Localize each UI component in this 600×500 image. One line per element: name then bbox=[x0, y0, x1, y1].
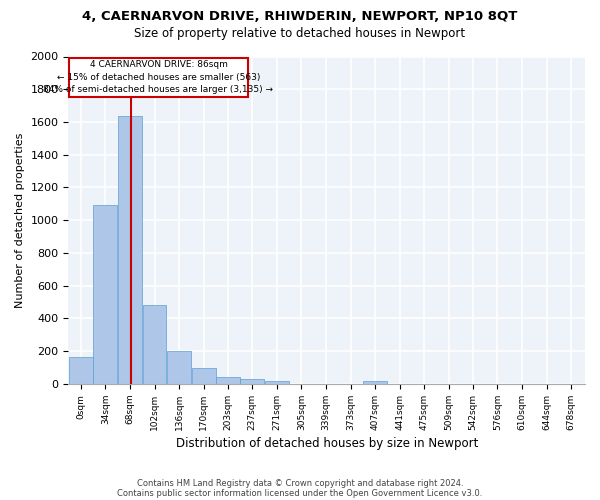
Bar bbox=[94, 206, 117, 384]
Bar bbox=[69, 357, 92, 384]
Bar bbox=[143, 306, 166, 384]
Text: Contains HM Land Registry data © Crown copyright and database right 2024.: Contains HM Land Registry data © Crown c… bbox=[137, 478, 463, 488]
Y-axis label: Number of detached properties: Number of detached properties bbox=[15, 132, 25, 308]
Bar bbox=[240, 379, 264, 384]
Bar bbox=[215, 376, 239, 384]
Bar bbox=[192, 368, 215, 384]
Bar bbox=[167, 351, 191, 384]
Bar bbox=[265, 380, 289, 384]
Text: Size of property relative to detached houses in Newport: Size of property relative to detached ho… bbox=[134, 28, 466, 40]
Bar bbox=[118, 116, 142, 384]
Text: 4, CAERNARVON DRIVE, RHIWDERIN, NEWPORT, NP10 8QT: 4, CAERNARVON DRIVE, RHIWDERIN, NEWPORT,… bbox=[82, 10, 518, 23]
Text: Contains public sector information licensed under the Open Government Licence v3: Contains public sector information licen… bbox=[118, 488, 482, 498]
FancyBboxPatch shape bbox=[69, 58, 248, 96]
Text: 4 CAERNARVON DRIVE: 86sqm
← 15% of detached houses are smaller (563)
84% of semi: 4 CAERNARVON DRIVE: 86sqm ← 15% of detac… bbox=[43, 60, 274, 94]
X-axis label: Distribution of detached houses by size in Newport: Distribution of detached houses by size … bbox=[176, 437, 478, 450]
Bar bbox=[363, 380, 387, 384]
